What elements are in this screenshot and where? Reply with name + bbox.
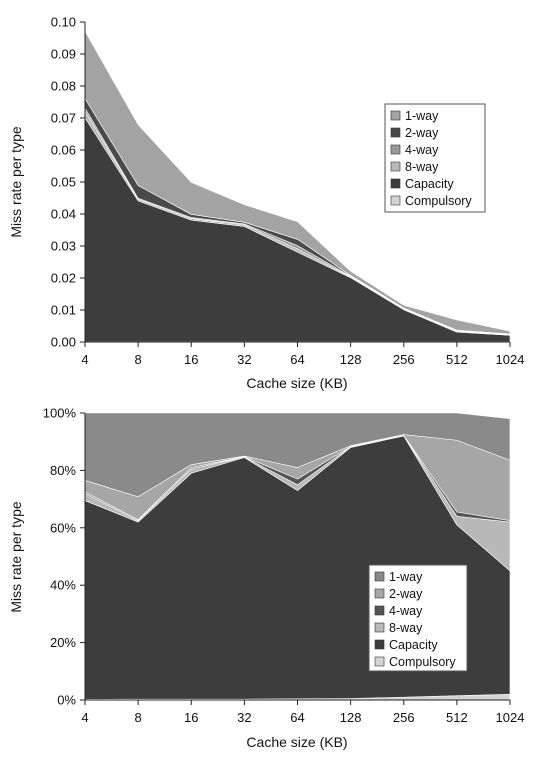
- y-tick-label: 0.10: [51, 15, 76, 30]
- x-tick-label: 512: [446, 710, 468, 725]
- legend-swatch-1-way: [374, 571, 385, 582]
- area-1-way: [84, 30, 511, 335]
- legend-swatch-1-way: [390, 110, 401, 121]
- y-tick-label: 0.09: [51, 47, 76, 62]
- legend-label-compulsory: Compulsory: [405, 194, 472, 208]
- y-tick-label: 0.01: [51, 303, 76, 318]
- x-tick-label: 32: [237, 352, 251, 367]
- legend-swatch-capacity: [374, 639, 385, 650]
- x-tick-label: 256: [393, 352, 415, 367]
- y-tick-label: 0.08: [51, 79, 76, 94]
- y-tick-label: 60%: [50, 520, 76, 535]
- x-tick-label: 1024: [496, 710, 525, 725]
- y-tick-label: 0%: [57, 693, 76, 708]
- y-axis-label: Miss rate per type: [8, 501, 24, 612]
- legend: 1-way 2-way 4-way 8-way Capacity Compuls…: [384, 103, 486, 213]
- y-ticks: 0% 20% 40% 60% 80% 100%: [43, 406, 85, 708]
- y-tick-label: 0.05: [51, 175, 76, 190]
- legend-label-capacity: Capacity: [405, 177, 454, 191]
- legend-swatch-8-way: [390, 161, 401, 172]
- legend-label-4-way: 4-way: [405, 143, 439, 157]
- legend-label-2-way: 2-way: [389, 587, 423, 601]
- x-tick-label: 4: [81, 710, 88, 725]
- x-tick-label: 512: [446, 352, 468, 367]
- legend-swatch-compulsory: [374, 656, 385, 667]
- legend-label-4-way: 4-way: [389, 604, 423, 618]
- legend-label-8-way: 8-way: [389, 621, 423, 635]
- area-1-way: [84, 412, 511, 498]
- x-tick-label: 128: [340, 352, 362, 367]
- x-tick-label: 1024: [496, 352, 525, 367]
- y-tick-label: 80%: [50, 463, 76, 478]
- legend-swatch-4-way: [390, 144, 401, 155]
- legend-swatch-2-way: [374, 588, 385, 599]
- y-tick-label: 0.04: [51, 207, 76, 222]
- x-axis-label: Cache size (KB): [246, 375, 347, 391]
- legend-label-compulsory: Compulsory: [389, 655, 456, 669]
- legend: 1-way 2-way 4-way 8-way Capacity Compuls…: [368, 564, 468, 672]
- legend-label-8-way: 8-way: [405, 160, 439, 174]
- y-tick-label: 0.06: [51, 143, 76, 158]
- relative-miss-rate-chart: 0% 20% 40% 60% 80% 100% 4 8 16 32 64 128 256 512 1024…: [8, 406, 524, 751]
- x-tick-label: 8: [135, 352, 142, 367]
- x-tick-label: 64: [290, 710, 304, 725]
- x-tick-label: 32: [237, 710, 251, 725]
- y-tick-label: 0.00: [51, 335, 76, 350]
- x-tick-label: 256: [393, 710, 415, 725]
- x-axis-label: Cache size (KB): [246, 734, 347, 750]
- x-tick-label: 8: [135, 710, 142, 725]
- legend-frame: [384, 103, 486, 213]
- legend-swatch-compulsory: [390, 195, 401, 206]
- legend-label-1-way: 1-way: [389, 570, 423, 584]
- legend-swatch-8-way: [374, 622, 385, 633]
- y-axis-label: Miss rate per type: [8, 126, 24, 237]
- x-tick-label: 128: [340, 710, 362, 725]
- y-tick-label: 0.03: [51, 239, 76, 254]
- absolute-miss-rate-chart: 0.00 0.01 0.02 0.03 0.04 0.05 0.06 0.07 0.08 0.09…: [8, 15, 524, 392]
- y-ticks: 0.00 0.01 0.02 0.03 0.04 0.05 0.06 0.07 0.08 0.09…: [51, 15, 85, 350]
- legend-swatch-2-way: [390, 127, 401, 138]
- x-tick-label: 64: [290, 352, 304, 367]
- legend-swatch-4-way: [374, 605, 385, 616]
- x-tick-label: 16: [184, 710, 198, 725]
- legend-label-1-way: 1-way: [405, 109, 439, 123]
- legend-swatch-capacity: [390, 178, 401, 189]
- x-tick-label: 16: [184, 352, 198, 367]
- legend-label-2-way: 2-way: [405, 126, 439, 140]
- x-tick-label: 4: [81, 352, 88, 367]
- y-tick-label: 20%: [50, 635, 76, 650]
- y-tick-label: 40%: [50, 578, 76, 593]
- y-tick-label: 100%: [43, 406, 77, 421]
- legend-label-capacity: Capacity: [389, 638, 438, 652]
- y-tick-label: 0.02: [51, 271, 76, 286]
- legend-frame: [368, 564, 468, 672]
- y-tick-label: 0.07: [51, 111, 76, 126]
- x-ticks: 4 8 16 32 64 128 256 512 1024: [81, 342, 524, 367]
- x-ticks: 4 8 16 32 64 128 256 512 1024: [81, 700, 524, 725]
